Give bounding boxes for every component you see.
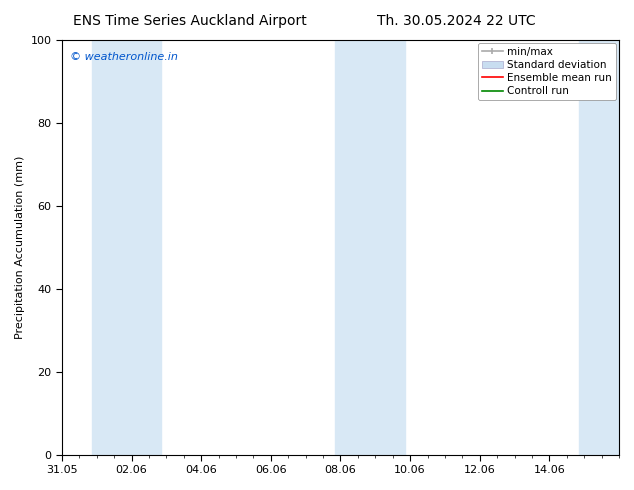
Legend: min/max, Standard deviation, Ensemble mean run, Controll run: min/max, Standard deviation, Ensemble me… xyxy=(478,43,616,100)
Text: ENS Time Series Auckland Airport: ENS Time Series Auckland Airport xyxy=(74,14,307,28)
Text: Th. 30.05.2024 22 UTC: Th. 30.05.2024 22 UTC xyxy=(377,14,536,28)
Y-axis label: Precipitation Accumulation (mm): Precipitation Accumulation (mm) xyxy=(15,155,25,339)
Bar xyxy=(579,40,623,455)
Bar xyxy=(91,40,161,455)
Bar xyxy=(335,40,405,455)
Text: © weatheronline.in: © weatheronline.in xyxy=(70,52,178,62)
